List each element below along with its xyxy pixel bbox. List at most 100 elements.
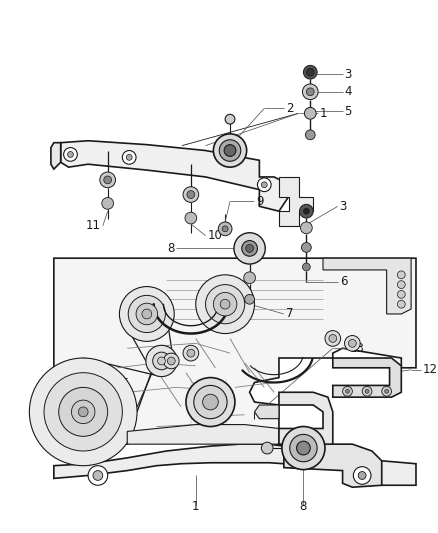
Circle shape — [382, 386, 392, 396]
Circle shape — [220, 300, 230, 309]
Circle shape — [261, 442, 273, 454]
Circle shape — [303, 263, 310, 271]
Circle shape — [104, 176, 112, 184]
Circle shape — [183, 187, 199, 203]
Polygon shape — [54, 258, 416, 444]
Circle shape — [297, 441, 310, 455]
Circle shape — [304, 108, 316, 119]
Circle shape — [136, 303, 158, 325]
Circle shape — [397, 290, 405, 298]
Circle shape — [194, 385, 227, 419]
Polygon shape — [279, 392, 333, 444]
Circle shape — [300, 222, 312, 233]
Circle shape — [126, 155, 132, 160]
Circle shape — [64, 148, 78, 161]
Circle shape — [306, 68, 314, 76]
Circle shape — [218, 222, 232, 236]
Polygon shape — [254, 405, 279, 419]
Circle shape — [234, 233, 265, 264]
Circle shape — [397, 281, 405, 288]
Circle shape — [325, 330, 341, 346]
Circle shape — [345, 335, 360, 351]
Circle shape — [397, 300, 405, 308]
Circle shape — [300, 204, 313, 218]
Circle shape — [213, 293, 237, 316]
Circle shape — [128, 295, 166, 333]
Text: 1: 1 — [192, 500, 200, 513]
Text: 5: 5 — [345, 105, 352, 118]
Polygon shape — [61, 141, 289, 211]
Text: 6: 6 — [339, 275, 347, 288]
Polygon shape — [51, 143, 61, 169]
Polygon shape — [323, 258, 411, 314]
Circle shape — [100, 172, 116, 188]
Text: 12: 12 — [423, 364, 438, 376]
Circle shape — [203, 394, 218, 410]
Polygon shape — [284, 444, 382, 487]
Circle shape — [196, 275, 254, 334]
Circle shape — [244, 272, 255, 284]
Circle shape — [205, 285, 245, 324]
Text: 1: 1 — [320, 107, 328, 120]
Circle shape — [93, 471, 103, 480]
Circle shape — [88, 466, 108, 485]
Circle shape — [120, 287, 174, 341]
Polygon shape — [333, 358, 401, 397]
Circle shape — [349, 340, 356, 348]
Circle shape — [362, 386, 372, 396]
Text: 4: 4 — [345, 85, 352, 98]
Circle shape — [304, 208, 309, 214]
Circle shape — [290, 434, 317, 462]
Circle shape — [306, 88, 314, 96]
Circle shape — [242, 240, 258, 256]
Circle shape — [185, 212, 197, 224]
Circle shape — [225, 114, 235, 124]
Polygon shape — [127, 425, 279, 444]
Text: 13: 13 — [350, 342, 364, 355]
Circle shape — [186, 377, 235, 426]
Text: 11: 11 — [86, 220, 101, 232]
Circle shape — [346, 389, 350, 393]
Circle shape — [153, 352, 170, 370]
Circle shape — [282, 426, 325, 470]
Circle shape — [167, 357, 175, 365]
Text: 8: 8 — [167, 242, 174, 255]
Circle shape — [183, 345, 199, 361]
Text: 8: 8 — [300, 500, 307, 513]
Circle shape — [163, 353, 179, 369]
Text: 9: 9 — [256, 195, 264, 208]
Circle shape — [329, 335, 337, 342]
Circle shape — [29, 358, 137, 466]
Circle shape — [305, 130, 315, 140]
Circle shape — [224, 144, 236, 156]
Circle shape — [71, 400, 95, 424]
Circle shape — [146, 345, 177, 377]
Text: 3: 3 — [339, 200, 347, 213]
Circle shape — [213, 134, 247, 167]
Circle shape — [59, 387, 108, 437]
Polygon shape — [279, 177, 313, 226]
Circle shape — [67, 151, 74, 157]
Circle shape — [187, 349, 195, 357]
Circle shape — [261, 182, 267, 188]
Text: 7: 7 — [286, 308, 293, 320]
Text: 2: 2 — [286, 102, 293, 115]
Circle shape — [303, 84, 318, 100]
Circle shape — [343, 386, 352, 396]
Circle shape — [44, 373, 122, 451]
Text: 10: 10 — [208, 229, 223, 242]
Circle shape — [358, 472, 366, 479]
Circle shape — [365, 389, 369, 393]
Circle shape — [222, 226, 228, 232]
Circle shape — [246, 245, 254, 252]
Circle shape — [304, 66, 317, 79]
Circle shape — [122, 150, 136, 164]
Circle shape — [187, 191, 195, 198]
Text: 3: 3 — [345, 68, 352, 80]
Circle shape — [158, 357, 166, 365]
Circle shape — [245, 294, 254, 304]
Circle shape — [353, 467, 371, 484]
Circle shape — [78, 407, 88, 417]
Circle shape — [385, 389, 389, 393]
Circle shape — [397, 271, 405, 279]
